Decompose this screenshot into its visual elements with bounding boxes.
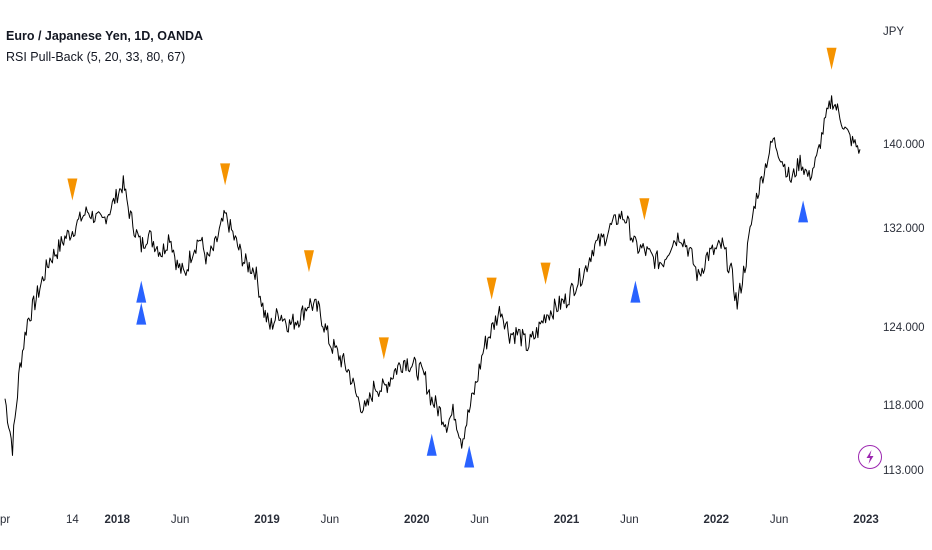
indicator-label[interactable]: RSI Pull-Back (5, 20, 33, 80, 67) xyxy=(6,50,186,64)
month-tick-label: Jun xyxy=(620,514,639,526)
sell-signal-marker xyxy=(67,178,78,201)
buy-signal-marker xyxy=(136,280,147,303)
symbol-title[interactable]: Euro / Japanese Yen, 1D, OANDA xyxy=(6,29,204,43)
sell-signal-marker xyxy=(540,262,551,285)
year-tick-label: 2023 xyxy=(853,514,879,526)
buy-signal-marker xyxy=(630,280,641,303)
price-tick-label: 132.000 xyxy=(883,223,925,235)
year-tick-label: 2020 xyxy=(404,514,430,526)
buy-signal-marker xyxy=(464,445,475,468)
sell-signal-marker xyxy=(826,47,837,70)
price-tick-label: 124.000 xyxy=(883,322,925,334)
price-series-layer xyxy=(4,95,861,456)
month-tick-label: Jun xyxy=(770,514,789,526)
sell-signal-marker xyxy=(220,163,231,186)
year-tick-label: 2021 xyxy=(554,514,580,526)
price-line xyxy=(4,95,861,456)
buy-signal-marker xyxy=(798,200,809,223)
buy-signal-marker xyxy=(426,433,437,456)
price-tick-label: 140.000 xyxy=(883,139,925,151)
month-tick-label: Jun xyxy=(321,514,340,526)
month-tick-label: Jun xyxy=(470,514,489,526)
month-tick-label: pr xyxy=(0,514,10,526)
price-tick-label: 113.000 xyxy=(883,465,924,477)
year-tick-label: 2022 xyxy=(703,514,729,526)
sell-signal-marker xyxy=(486,277,497,300)
time-axis[interactable]: pr 14 2018 Jun 2019 Jun 2020 Jun 2021 Jun 2022 Jun 2… xyxy=(0,514,879,526)
sell-signal-marker xyxy=(303,250,314,273)
year-tick-label: 2019 xyxy=(254,514,280,526)
price-tick-label: 118.000 xyxy=(883,400,924,412)
month-tick-label: 14 xyxy=(66,514,79,526)
price-axis[interactable]: JPY 113.000 118.000 124.000 132.000 140.000 xyxy=(883,26,925,477)
signal-markers-layer xyxy=(67,47,837,468)
buy-signal-marker xyxy=(136,302,147,325)
currency-label: JPY xyxy=(883,26,904,38)
month-tick-label: Jun xyxy=(171,514,190,526)
sell-signal-marker xyxy=(639,198,650,221)
lightning-bolt-icon[interactable] xyxy=(858,445,882,469)
year-tick-label: 2018 xyxy=(105,514,131,526)
sell-signal-marker xyxy=(378,337,389,360)
chart-legend: Euro / Japanese Yen, 1D, OANDA RSI Pull-… xyxy=(6,27,203,66)
